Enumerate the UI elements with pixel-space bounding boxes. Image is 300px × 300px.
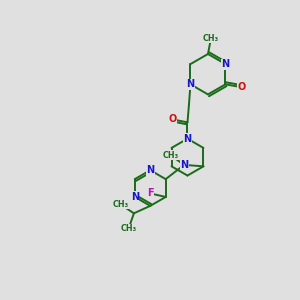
- Text: F: F: [147, 188, 154, 198]
- Text: O: O: [169, 114, 177, 124]
- Text: CH₃: CH₃: [112, 200, 129, 209]
- Text: N: N: [186, 79, 194, 89]
- Text: CH₃: CH₃: [121, 224, 136, 233]
- Text: N: N: [221, 59, 230, 69]
- Text: N: N: [146, 165, 154, 175]
- Text: O: O: [238, 82, 246, 92]
- Text: CH₃: CH₃: [203, 34, 219, 43]
- Text: N: N: [131, 192, 139, 202]
- Text: N: N: [180, 160, 188, 170]
- Text: CH₃: CH₃: [163, 151, 179, 160]
- Text: N: N: [183, 134, 191, 144]
